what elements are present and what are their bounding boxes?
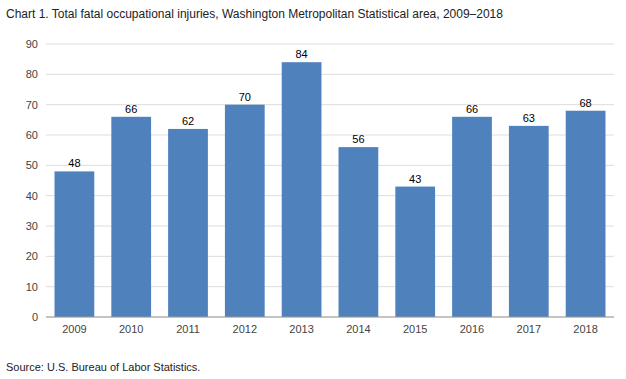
y-tick-label: 50 xyxy=(26,159,38,171)
bar xyxy=(168,129,208,317)
data-label: 63 xyxy=(523,112,535,124)
data-label: 56 xyxy=(352,133,364,145)
x-tick-label: 2013 xyxy=(289,323,313,335)
bar xyxy=(111,117,151,317)
bar xyxy=(566,111,606,317)
bar xyxy=(452,117,492,317)
x-tick-label: 2018 xyxy=(573,323,597,335)
y-tick-label: 40 xyxy=(26,190,38,202)
data-label: 66 xyxy=(125,103,137,115)
data-label: 48 xyxy=(68,157,80,169)
grid-line xyxy=(46,44,614,45)
y-tick-label: 90 xyxy=(26,38,38,50)
x-tick-label: 2009 xyxy=(62,323,86,335)
title: Chart 1. Total fatal occupational injuri… xyxy=(6,7,503,21)
y-tick-label: 20 xyxy=(26,250,38,262)
chart-container: Chart 1. Total fatal occupational injuri… xyxy=(0,0,626,379)
bar xyxy=(339,147,379,317)
x-tick-label: 2014 xyxy=(346,323,370,335)
x-tick-label: 2012 xyxy=(233,323,257,335)
bar xyxy=(282,62,322,317)
data-label: 70 xyxy=(239,91,251,103)
data-label: 43 xyxy=(409,173,421,185)
x-tick-label: 2017 xyxy=(517,323,541,335)
bar xyxy=(55,171,95,317)
source-note: Source: U.S. Bureau of Labor Statistics. xyxy=(6,361,200,373)
x-tick-label: 2016 xyxy=(460,323,484,335)
bar xyxy=(395,187,435,317)
x-tick-label: 2011 xyxy=(176,323,200,335)
y-tick-label: 10 xyxy=(26,281,38,293)
y-tick-label: 80 xyxy=(26,68,38,80)
x-tick-label: 2015 xyxy=(403,323,427,335)
y-tick-label: 0 xyxy=(32,311,38,323)
data-label: 66 xyxy=(466,103,478,115)
data-label: 84 xyxy=(295,48,307,60)
grid-line xyxy=(46,74,614,75)
data-label: 68 xyxy=(579,97,591,109)
y-tick-label: 70 xyxy=(26,99,38,111)
y-tick-label: 60 xyxy=(26,129,38,141)
bar xyxy=(225,105,265,317)
bars xyxy=(55,62,606,317)
grid xyxy=(46,44,614,317)
data-label: 62 xyxy=(182,115,194,127)
bar xyxy=(509,126,549,317)
x-tick-label: 2010 xyxy=(119,323,143,335)
x-axis-line xyxy=(46,317,614,318)
grid-line xyxy=(46,317,614,318)
y-tick-label: 30 xyxy=(26,220,38,232)
chart-svg: Chart 1. Total fatal occupational injuri… xyxy=(0,0,626,379)
